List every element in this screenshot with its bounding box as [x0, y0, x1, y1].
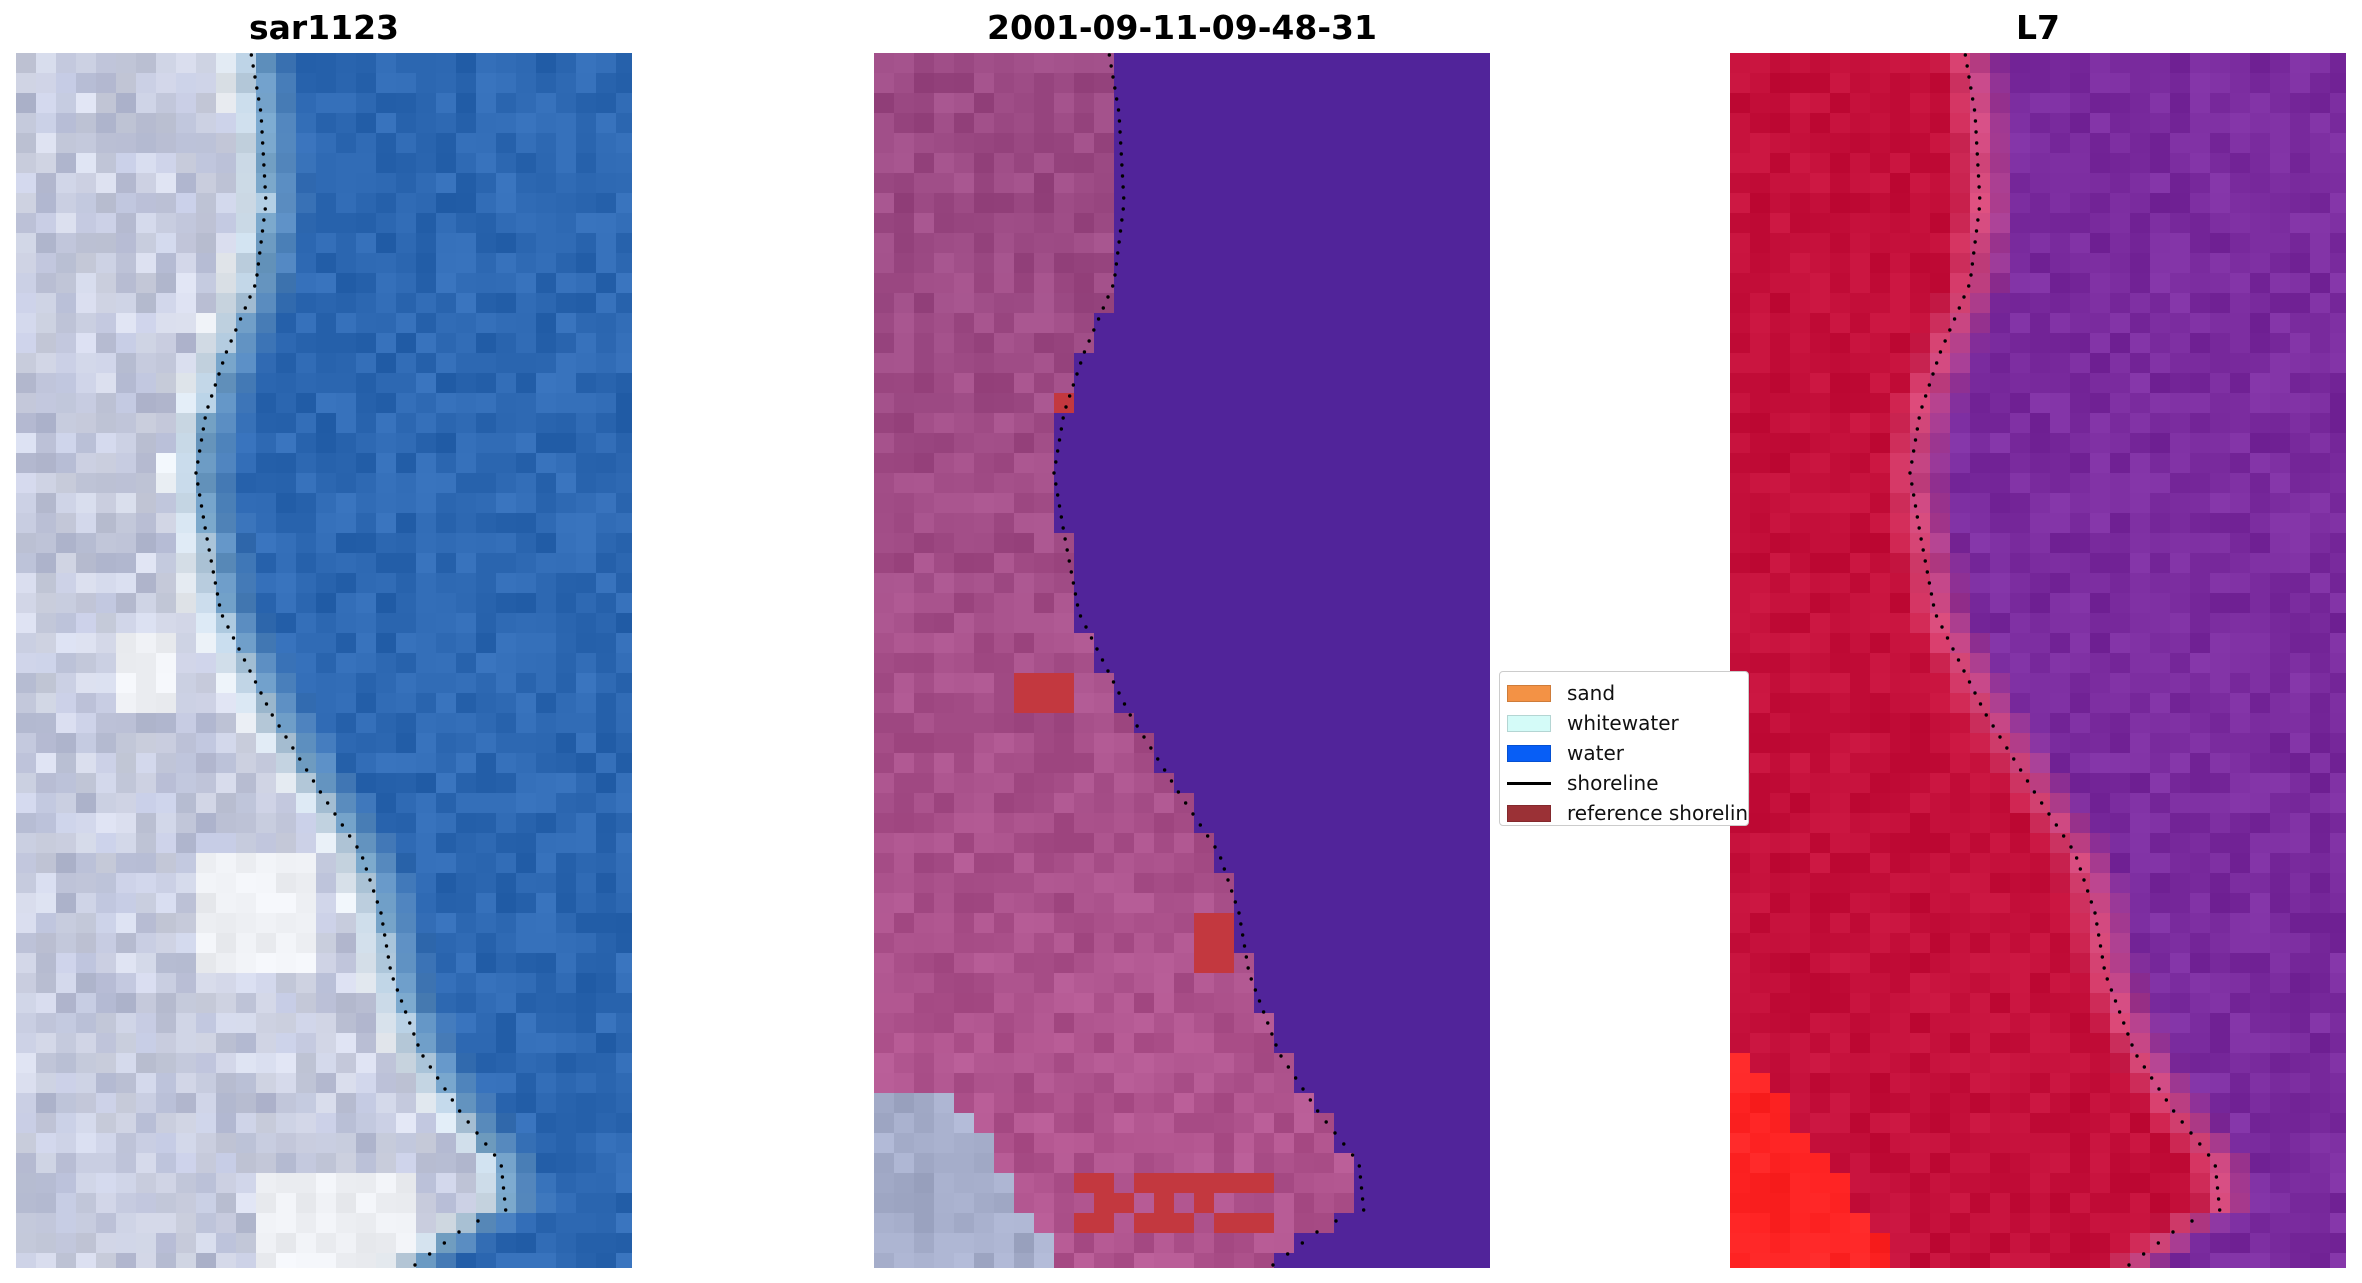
whitewater-swatch	[1507, 714, 1551, 732]
panel-title-classified: 2001-09-11-09-48-31	[987, 8, 1377, 47]
legend-item-whitewater: whitewater	[1507, 711, 1679, 735]
shoreline-dots	[1908, 53, 2222, 1267]
legend-label-whitewater: whitewater	[1567, 711, 1679, 735]
reference-shoreline-swatch	[1507, 804, 1551, 822]
water-swatch	[1507, 744, 1551, 762]
legend-item-sand: sand	[1507, 681, 1615, 705]
falsecolor-image-panel	[1730, 53, 2346, 1268]
legend: sand whitewater water shoreline referenc…	[1499, 671, 1749, 826]
shoreline-line-swatch	[1507, 781, 1551, 785]
sand-swatch	[1507, 684, 1551, 702]
legend-item-shoreline: shoreline	[1507, 771, 1659, 795]
legend-item-water: water	[1507, 741, 1624, 765]
panel-title-rgb: sar1123	[248, 8, 400, 47]
shoreline-dots	[1052, 53, 1366, 1267]
shoreline-dots	[194, 53, 508, 1267]
legend-label-water: water	[1567, 741, 1624, 765]
rgb-image-panel	[16, 53, 632, 1268]
legend-label-reference-shoreline: reference shoreline	[1567, 801, 1749, 825]
legend-label-shoreline: shoreline	[1567, 771, 1659, 795]
legend-item-reference-shoreline: reference shoreline	[1507, 801, 1749, 825]
legend-label-sand: sand	[1567, 681, 1616, 705]
panel-title-falsecolor: L7	[2016, 8, 2060, 47]
classified-image-panel	[874, 53, 1490, 1268]
